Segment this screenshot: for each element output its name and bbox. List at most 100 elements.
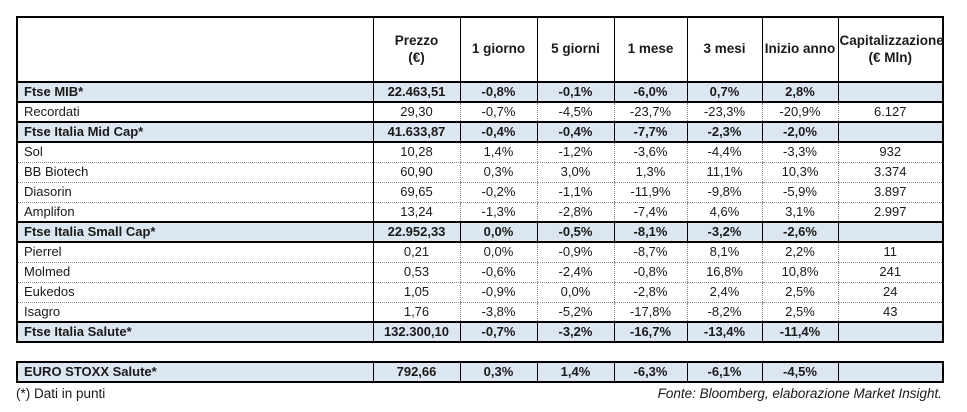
cell-cap: 43: [837, 301, 944, 323]
cell-m3: -23,3%: [686, 101, 762, 123]
cell-name: Ftse Italia Small Cap*: [16, 221, 373, 243]
cell-m3: -4,4%: [686, 141, 762, 163]
table-row-ftse-italia-mid-cap: Ftse Italia Mid Cap* 41.633,87 -0,4% -0,4% -…: [16, 121, 944, 143]
cell-g5: -0,1%: [536, 81, 614, 103]
cell-m1: -11,9%: [613, 181, 687, 203]
table-row-amplifon: Amplifon 13,24 -1,3% -2,8% -7,4% 4,6% 3,1% 2.99…: [16, 201, 944, 223]
cell-g5: -0,4%: [536, 121, 614, 143]
cell-g5: 3,0%: [536, 161, 614, 183]
cell-m3: -6,1%: [686, 361, 762, 383]
cell-ytd: 10,8%: [761, 261, 838, 283]
cell-cap: 24: [837, 281, 944, 303]
cell-cap: 11: [837, 241, 944, 263]
cell-m1: -17,8%: [613, 301, 687, 323]
cell-ytd: 2,5%: [761, 281, 838, 303]
cell-ytd: 10,3%: [761, 161, 838, 183]
cell-prezzo: 22.952,33: [372, 221, 460, 243]
cell-m1: -7,7%: [613, 121, 687, 143]
cell-m3: 4,6%: [686, 201, 762, 223]
cell-g5: 1,4%: [536, 361, 614, 383]
cell-ytd: -4,5%: [761, 361, 838, 383]
cell-name: BB Biotech: [16, 161, 373, 183]
column-header-g5: 5 giorni: [536, 16, 615, 83]
cell-ytd: 2,8%: [761, 81, 838, 103]
cell-g5: -0,5%: [536, 221, 614, 243]
cell-g1: -0,6%: [459, 261, 537, 283]
cell-name: Sol: [16, 141, 373, 163]
cell-g1: -0,9%: [459, 281, 537, 303]
cell-g1: -0,8%: [459, 81, 537, 103]
cell-name: Molmed: [16, 261, 373, 283]
table-row-ftse-italia-small-cap: Ftse Italia Small Cap* 22.952,33 0,0% -0,5%…: [16, 221, 944, 243]
market-table-body: Ftse MIB* 22.463,51 -0,8% -0,1% -6,0% 0,7% 2,8…: [16, 81, 944, 343]
table-row-recordati: Recordati 29,30 -0,7% -4,5% -23,7% -23,3% -20,…: [16, 101, 944, 123]
cell-m3: -2,3%: [686, 121, 762, 143]
cell-cap: [837, 121, 944, 143]
cell-m3: -9,8%: [686, 181, 762, 203]
column-header-name: [16, 16, 374, 83]
cell-g1: -0,7%: [459, 321, 537, 343]
cell-g1: -0,4%: [459, 121, 537, 143]
table-row-isagro: Isagro 1,76 -3,8% -5,2% -17,8% -8,2% 2,5% 43: [16, 301, 944, 323]
table-row-eukedos: Eukedos 1,05 -0,9% 0,0% -2,8% 2,4% 2,5% 24: [16, 281, 944, 303]
table-row-bb-biotech: BB Biotech 60,90 0,3% 3,0% 1,3% 11,1% 10,3% 3.3…: [16, 161, 944, 183]
cell-m3: 11,1%: [686, 161, 762, 183]
cell-m1: -8,1%: [613, 221, 687, 243]
cell-name: Ftse Italia Mid Cap*: [16, 121, 373, 143]
cell-prezzo: 10,28: [372, 141, 460, 163]
cell-prezzo: 1,05: [372, 281, 460, 303]
cell-g5: -1,1%: [536, 181, 614, 203]
cell-m3: 8,1%: [686, 241, 762, 263]
cell-g5: -2,8%: [536, 201, 614, 223]
cell-ytd: -11,4%: [761, 321, 838, 343]
cell-m1: -8,7%: [613, 241, 687, 263]
cell-g5: -1,2%: [536, 141, 614, 163]
cell-prezzo: 792,66: [372, 361, 460, 383]
cell-name: Ftse Italia Salute*: [16, 321, 373, 343]
cell-cap: 3.374: [837, 161, 944, 183]
table-footer: (*) Dati in punti Fonte: Bloomberg, elab…: [16, 386, 942, 401]
cell-m3: -8,2%: [686, 301, 762, 323]
column-header-cap: Capitalizzazione (€ Mln): [837, 16, 944, 83]
cell-cap: [837, 321, 944, 343]
header-row: Prezzo (€) 1 giorno 5 giorni 1 mese 3 mesi Ini…: [16, 16, 944, 83]
cell-m1: -6,3%: [613, 361, 687, 383]
cell-prezzo: 22.463,51: [372, 81, 460, 103]
cell-cap: 3.897: [837, 181, 944, 203]
column-header-m1: 1 mese: [613, 16, 688, 83]
cell-name: Ftse MIB*: [16, 81, 373, 103]
cell-name: Pierrel: [16, 241, 373, 263]
cell-m1: -2,8%: [613, 281, 687, 303]
cell-prezzo: 1,76: [372, 301, 460, 323]
cell-ytd: -2,6%: [761, 221, 838, 243]
cell-ytd: 3,1%: [761, 201, 838, 223]
cell-ytd: 2,5%: [761, 301, 838, 323]
cell-prezzo: 13,24: [372, 201, 460, 223]
cell-ytd: -2,0%: [761, 121, 838, 143]
euro-stoxx-table-body: EURO STOXX Salute* 792,66 0,3% 1,4% -6,3% -6,…: [16, 361, 944, 383]
cell-prezzo: 0,21: [372, 241, 460, 263]
cell-ytd: -3,3%: [761, 141, 838, 163]
cell-g1: 0,3%: [459, 361, 537, 383]
cell-m3: -3,2%: [686, 221, 762, 243]
cell-m3: -13,4%: [686, 321, 762, 343]
cell-cap: 2.997: [837, 201, 944, 223]
cell-m1: 1,3%: [613, 161, 687, 183]
cell-m3: 16,8%: [686, 261, 762, 283]
table-row-pierrel: Pierrel 0,21 0,0% -0,9% -8,7% 8,1% 2,2% 11: [16, 241, 944, 263]
cell-cap: [837, 81, 944, 103]
table-header: Prezzo (€) 1 giorno 5 giorni 1 mese 3 mesi Ini…: [16, 16, 944, 83]
cell-g1: 0,3%: [459, 161, 537, 183]
cell-prezzo: 0,53: [372, 261, 460, 283]
footnote-dati-in-punti: (*) Dati in punti: [16, 386, 106, 401]
cell-prezzo: 29,30: [372, 101, 460, 123]
cell-cap: 932: [837, 141, 944, 163]
table-row-euro-stoxx-salute: EURO STOXX Salute* 792,66 0,3% 1,4% -6,3% -6,…: [16, 361, 944, 383]
cell-cap: 241: [837, 261, 944, 283]
cell-name: EURO STOXX Salute*: [16, 361, 373, 383]
cell-g1: 0,0%: [459, 221, 537, 243]
cell-name: Diasorin: [16, 181, 373, 203]
cell-name: Isagro: [16, 301, 373, 323]
cell-g5: -3,2%: [536, 321, 614, 343]
cell-name: Recordati: [16, 101, 373, 123]
